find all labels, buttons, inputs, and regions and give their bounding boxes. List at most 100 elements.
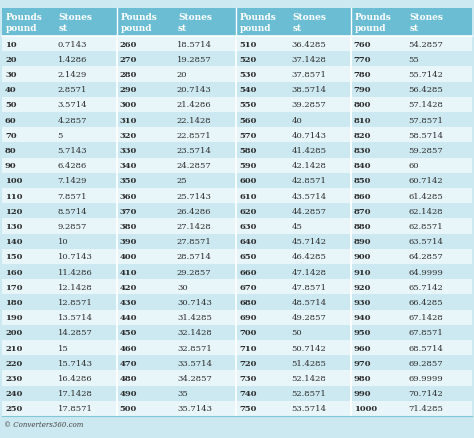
Text: 650: 650 (239, 253, 256, 261)
Text: 21.4286: 21.4286 (177, 101, 211, 109)
Text: 37.8571: 37.8571 (292, 71, 327, 79)
Text: 2.1429: 2.1429 (57, 71, 87, 79)
Text: 17.1428: 17.1428 (57, 389, 92, 397)
Bar (2, 113, 472, 128)
Text: 50: 50 (5, 101, 17, 109)
Text: 38.5714: 38.5714 (292, 86, 327, 94)
Text: 2.8571: 2.8571 (57, 86, 87, 94)
Text: 320: 320 (119, 131, 137, 139)
Text: 51.4285: 51.4285 (292, 359, 327, 367)
Text: 430: 430 (119, 298, 137, 306)
Text: 170: 170 (5, 283, 22, 291)
Bar (2, 310, 472, 325)
Text: 25.7143: 25.7143 (177, 192, 212, 200)
Text: 760: 760 (354, 40, 371, 49)
Bar (2, 128, 472, 143)
Text: Stones
st: Stones st (409, 13, 443, 32)
Bar (2, 279, 472, 295)
Text: 60.7142: 60.7142 (408, 177, 443, 185)
Text: 100: 100 (5, 177, 22, 185)
Text: 54.2857: 54.2857 (408, 40, 443, 49)
Text: 570: 570 (239, 131, 256, 139)
Text: 69.9999: 69.9999 (408, 374, 443, 382)
Text: 330: 330 (119, 147, 137, 155)
Text: 790: 790 (354, 86, 371, 94)
Bar (2, 355, 472, 371)
Text: 120: 120 (5, 207, 22, 215)
Text: © Converters360.com: © Converters360.com (4, 420, 83, 428)
Text: 240: 240 (5, 389, 22, 397)
Text: 14.2857: 14.2857 (57, 328, 92, 337)
Text: 940: 940 (354, 314, 371, 321)
Text: 60: 60 (5, 117, 17, 124)
Text: 35.7143: 35.7143 (177, 404, 212, 413)
Text: 70.7142: 70.7142 (408, 389, 443, 397)
Text: 42.1428: 42.1428 (292, 162, 327, 170)
Text: 15: 15 (57, 344, 68, 352)
Text: 270: 270 (119, 56, 137, 64)
Text: 30.7143: 30.7143 (177, 298, 212, 306)
Text: 230: 230 (5, 374, 22, 382)
Bar (2, 401, 472, 416)
Text: 900: 900 (354, 253, 371, 261)
Text: 680: 680 (239, 298, 256, 306)
Text: 63.5714: 63.5714 (408, 238, 443, 246)
Text: 690: 690 (239, 314, 256, 321)
Text: 780: 780 (354, 71, 371, 79)
Text: 37.1428: 37.1428 (292, 56, 327, 64)
Text: 360: 360 (119, 192, 137, 200)
Text: 49.2857: 49.2857 (292, 314, 327, 321)
Text: 30: 30 (177, 283, 188, 291)
Text: 910: 910 (354, 268, 371, 276)
Text: 45.7142: 45.7142 (292, 238, 327, 246)
Text: 68.5714: 68.5714 (408, 344, 443, 352)
Text: 460: 460 (119, 344, 137, 352)
Text: 61.4285: 61.4285 (408, 192, 443, 200)
Text: 660: 660 (239, 268, 256, 276)
Text: 350: 350 (119, 177, 137, 185)
Text: 10: 10 (5, 40, 17, 49)
Text: 250: 250 (5, 404, 22, 413)
Text: 47.1428: 47.1428 (292, 268, 327, 276)
Text: Stones
st: Stones st (59, 13, 92, 32)
Text: 27.1428: 27.1428 (177, 223, 212, 230)
Text: 64.2857: 64.2857 (408, 253, 443, 261)
Text: 34.2857: 34.2857 (177, 374, 212, 382)
Text: 58.5714: 58.5714 (408, 131, 443, 139)
Text: 610: 610 (239, 192, 256, 200)
Text: 840: 840 (354, 162, 371, 170)
Text: 43.5714: 43.5714 (292, 192, 327, 200)
Text: 820: 820 (354, 131, 371, 139)
Text: 17.8571: 17.8571 (57, 404, 92, 413)
Bar (2, 371, 472, 386)
Text: 35: 35 (177, 389, 188, 397)
Text: 200: 200 (5, 328, 22, 337)
Text: 750: 750 (239, 404, 256, 413)
Text: Stones
st: Stones st (178, 13, 212, 32)
Text: 50.7142: 50.7142 (292, 344, 326, 352)
Text: 530: 530 (239, 71, 256, 79)
Text: 930: 930 (354, 298, 371, 306)
Text: 830: 830 (354, 147, 371, 155)
Text: 53.5714: 53.5714 (292, 404, 327, 413)
Text: Pounds
pound: Pounds pound (355, 13, 392, 32)
Text: 9.2857: 9.2857 (57, 223, 87, 230)
Text: 380: 380 (119, 223, 137, 230)
Bar (2, 204, 472, 219)
Bar (2, 67, 472, 82)
Text: 27.8571: 27.8571 (177, 238, 212, 246)
Text: 22.8571: 22.8571 (177, 131, 211, 139)
Bar (2, 295, 472, 310)
Text: 1.4286: 1.4286 (57, 56, 87, 64)
Text: 450: 450 (119, 328, 137, 337)
Text: 59.2857: 59.2857 (408, 147, 443, 155)
Text: 57.8571: 57.8571 (408, 117, 443, 124)
Text: 740: 740 (239, 389, 256, 397)
Bar (2, 9, 55, 37)
Text: Pounds
pound: Pounds pound (240, 13, 277, 32)
Text: 62.8571: 62.8571 (408, 223, 443, 230)
Text: 520: 520 (239, 56, 256, 64)
Text: 3.5714: 3.5714 (57, 101, 87, 109)
Text: 140: 140 (5, 238, 22, 246)
Text: 6.4286: 6.4286 (57, 162, 87, 170)
